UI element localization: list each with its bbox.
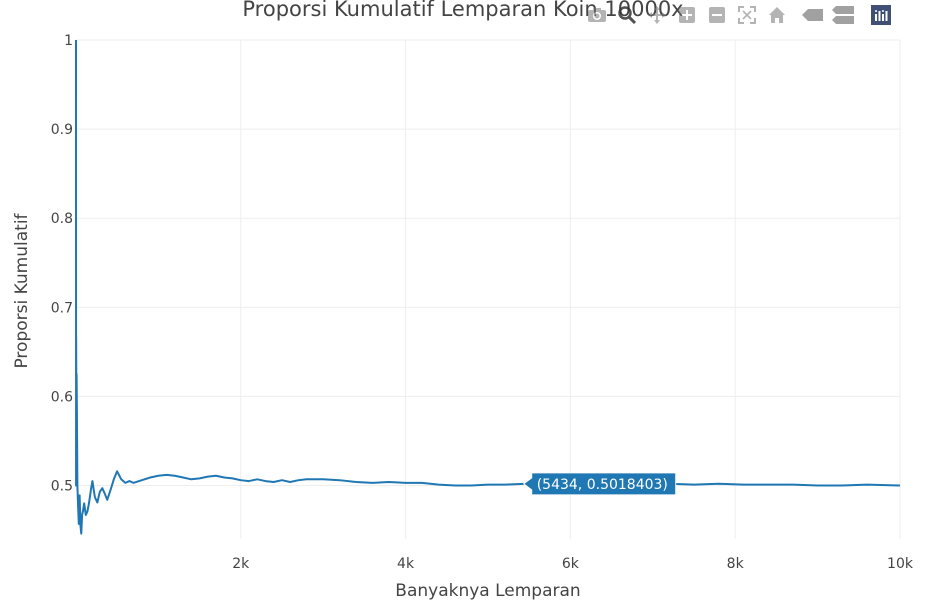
series-line[interactable] [75,39,901,535]
reset-axes-icon[interactable] [766,4,788,26]
zoom-out-icon[interactable] [706,4,728,26]
hover-box [522,472,677,496]
autoscale-icon[interactable] [736,4,758,26]
hover-text: (5434, 0.5018403) [537,477,668,493]
x-tick-label: 2k [232,556,250,572]
zoom-in-icon[interactable] [676,4,698,26]
y-axis-title: Proporsi Kumulatif [12,212,32,368]
y-tick-label: 0.9 [51,122,73,138]
series-layer [75,39,901,535]
x-tick-label: 6k [562,556,580,572]
plotly-logo-icon[interactable] [870,4,892,26]
y-tick-label: 0.8 [51,211,73,227]
y-tick-label: 0.7 [51,300,73,316]
x-axis-title: Banyaknya Lemparan [395,581,580,601]
y-tick-label: 0.6 [51,389,73,405]
tick-labels: 2k 4k 6k 8k 10k 0.5 0.6 0.7 0.8 0.9 1 [51,33,914,572]
pan-icon[interactable] [646,4,668,26]
x-tick-label: 10k [887,556,914,572]
hover-label: (5434, 0.5018403) [522,472,677,496]
zoom-icon[interactable] [616,4,638,26]
grid [76,39,901,539]
modebar [586,4,892,26]
x-tick-label: 8k [727,556,745,572]
y-tick-label: 0.5 [51,479,73,495]
x-tick-label: 4k [397,556,415,572]
camera-icon[interactable] [586,4,608,26]
spike-lines-icon[interactable] [802,4,824,26]
compare-data-icon[interactable] [832,4,854,26]
chart-title: Proporsi Kumulatif Lemparan Koin 10000x [242,0,683,21]
y-tick-label: 1 [64,33,73,49]
